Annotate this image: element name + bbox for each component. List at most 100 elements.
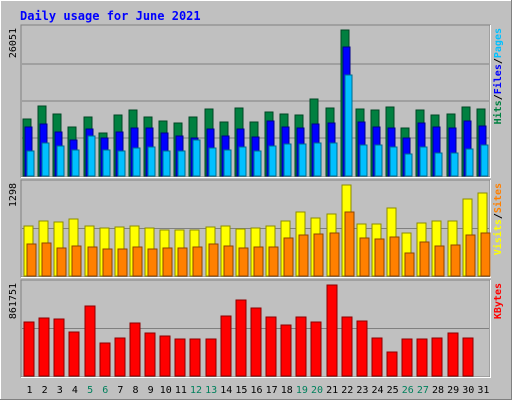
bar-pages-day-21 (329, 142, 338, 177)
x-tick-label-day-14: 14 (220, 385, 232, 396)
bar-sites-day-18 (283, 237, 294, 277)
ymax-label-kbytes: 861751 (8, 283, 19, 319)
bar-sites-day-23 (359, 237, 370, 277)
legend-item: Hits (492, 100, 504, 124)
x-tick-label-day-8: 8 (132, 385, 138, 396)
legend-item: Sites (492, 183, 504, 213)
bar-sites-day-10 (162, 247, 173, 277)
bar-sites-day-13 (208, 243, 219, 277)
bar-pages-day-4 (71, 149, 80, 177)
bar-pages-day-24 (374, 144, 383, 177)
bar-pages-day-11 (177, 150, 186, 177)
x-tick-label-day-13: 13 (205, 385, 217, 396)
legend-item: / (493, 58, 504, 64)
bar-kbytes-day-20 (310, 321, 322, 377)
bar-kbytes-day-27 (416, 338, 428, 377)
x-tick-label-day-25: 25 (387, 385, 399, 396)
bar-sites-day-15 (238, 247, 249, 277)
bar-pages-day-14 (223, 149, 232, 177)
x-tick-label-day-19: 19 (296, 385, 308, 396)
bar-kbytes-day-22 (341, 316, 353, 377)
bar-pages-day-28 (434, 152, 443, 177)
bar-pages-day-7 (117, 150, 126, 177)
x-tick-label-day-24: 24 (372, 385, 384, 396)
bar-pages-day-10 (162, 150, 171, 177)
bar-sites-day-1 (26, 243, 37, 277)
bar-pages-day-20 (313, 142, 322, 177)
ymax-label-hits-files-pages: 26051 (8, 28, 19, 58)
x-tick-label-day-3: 3 (57, 385, 63, 396)
legend-item: Pages (493, 28, 504, 58)
bar-sites-day-25 (389, 236, 400, 277)
bar-sites-day-9 (147, 248, 158, 277)
bar-pages-day-13 (208, 147, 217, 177)
x-tick-label-day-31: 31 (477, 385, 489, 396)
x-tick-label-day-1: 1 (27, 385, 33, 396)
bar-pages-day-2 (41, 142, 50, 177)
legend-hits-files-pages: Hits/Files/Pages (492, 28, 504, 124)
bar-pages-day-29 (450, 152, 459, 177)
bar-pages-day-16 (253, 150, 262, 177)
x-tick-label-day-5: 5 (87, 385, 93, 396)
legend-item: / (493, 94, 504, 100)
bar-sites-day-4 (71, 245, 82, 277)
x-tick-label-day-11: 11 (175, 385, 187, 396)
bar-sites-day-20 (313, 233, 324, 277)
bar-kbytes-day-8 (129, 322, 141, 377)
legend-item: Files (492, 64, 504, 94)
bar-pages-day-1 (26, 150, 35, 177)
bar-kbytes-day-4 (68, 331, 80, 377)
x-tick-label-day-28: 28 (432, 385, 444, 396)
bar-sites-day-3 (56, 247, 67, 277)
bar-pages-day-26 (404, 153, 413, 177)
bar-pages-day-17 (268, 145, 277, 177)
x-tick-label-day-21: 21 (326, 385, 338, 396)
bar-pages-day-3 (56, 145, 65, 177)
legend-item: Visits (492, 219, 504, 255)
x-tick-label-day-29: 29 (447, 385, 459, 396)
bar-pages-day-15 (238, 146, 247, 177)
bar-sites-day-29 (450, 244, 461, 277)
bar-kbytes-day-28 (431, 337, 443, 377)
legend-item: / (493, 213, 504, 219)
x-tick-label-day-27: 27 (417, 385, 429, 396)
bar-pages-day-25 (389, 146, 398, 177)
bar-sites-day-22 (344, 211, 355, 277)
bar-pages-day-30 (465, 148, 474, 177)
legend-kbytes: KBytes (493, 283, 504, 319)
x-tick-label-day-15: 15 (235, 385, 247, 396)
bar-kbytes-day-6 (99, 342, 111, 377)
bar-pages-day-27 (419, 146, 428, 177)
bar-kbytes-day-2 (38, 317, 50, 377)
bar-sites-day-8 (132, 246, 143, 277)
bar-sites-day-21 (329, 232, 340, 277)
bar-kbytes-day-10 (159, 335, 171, 377)
x-tick-label-day-17: 17 (266, 385, 278, 396)
x-tick-label-day-10: 10 (160, 385, 172, 396)
bar-sites-day-19 (298, 234, 309, 277)
bar-sites-day-31 (480, 232, 491, 277)
bar-kbytes-day-5 (84, 305, 96, 377)
bar-sites-day-6 (102, 248, 113, 277)
bar-kbytes-day-15 (235, 299, 247, 377)
bar-kbytes-day-26 (401, 338, 413, 377)
x-tick-label-day-7: 7 (117, 385, 123, 396)
x-tick-label-day-30: 30 (462, 385, 474, 396)
bar-pages-day-6 (102, 149, 111, 177)
bar-kbytes-day-17 (265, 316, 277, 377)
bar-kbytes-day-25 (386, 351, 398, 377)
legend-visits-sites: Visits/Sites (492, 183, 504, 255)
bar-pages-day-31 (480, 144, 489, 177)
bar-kbytes-day-23 (356, 320, 368, 377)
bar-kbytes-day-24 (371, 337, 383, 377)
legend-item: KBytes (493, 283, 504, 319)
x-tick-label-day-18: 18 (281, 385, 293, 396)
bar-sites-day-11 (177, 247, 188, 277)
bar-kbytes-day-7 (114, 337, 126, 377)
bar-sites-day-30 (465, 234, 476, 277)
bar-kbytes-day-29 (447, 332, 459, 377)
bar-kbytes-day-1 (23, 321, 35, 377)
x-tick-label-day-23: 23 (356, 385, 368, 396)
bar-pages-day-8 (132, 147, 141, 177)
